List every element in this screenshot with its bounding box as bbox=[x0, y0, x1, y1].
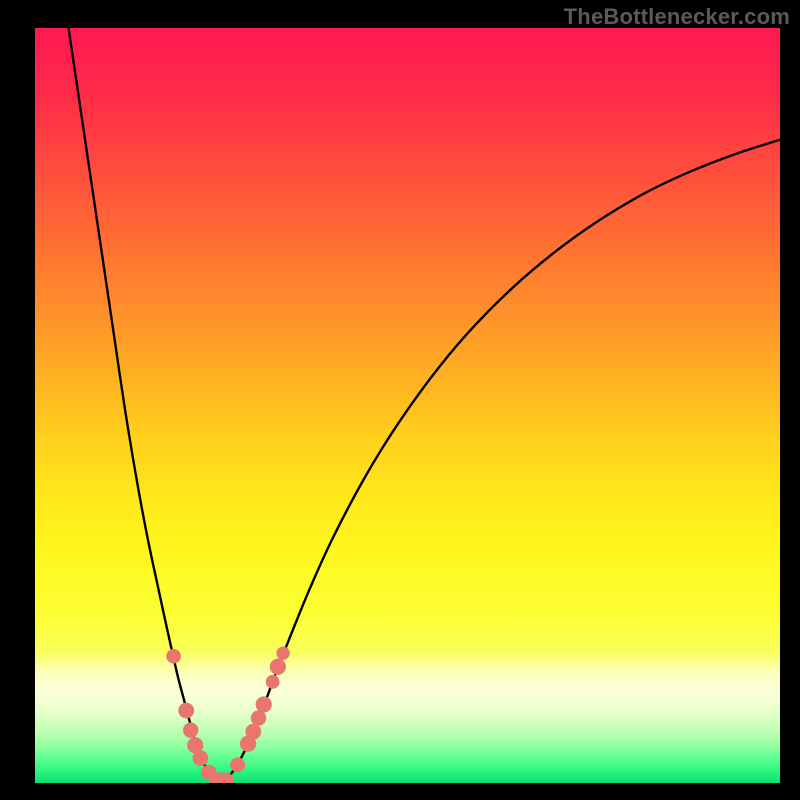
data-marker bbox=[251, 711, 265, 725]
data-marker bbox=[167, 649, 181, 663]
data-marker bbox=[256, 697, 271, 712]
data-marker bbox=[184, 723, 198, 737]
data-marker bbox=[277, 647, 289, 659]
chart-frame: TheBottlenecker.com bbox=[0, 0, 800, 800]
data-marker bbox=[218, 773, 233, 783]
data-marker bbox=[266, 675, 279, 688]
data-marker bbox=[246, 724, 261, 739]
data-marker bbox=[231, 758, 245, 772]
plot-background bbox=[35, 28, 780, 783]
plot-area bbox=[35, 28, 780, 783]
plot-svg bbox=[35, 28, 780, 783]
data-marker bbox=[193, 751, 208, 766]
watermark-text: TheBottlenecker.com bbox=[564, 4, 790, 30]
data-marker bbox=[179, 703, 194, 718]
data-marker bbox=[270, 659, 285, 674]
